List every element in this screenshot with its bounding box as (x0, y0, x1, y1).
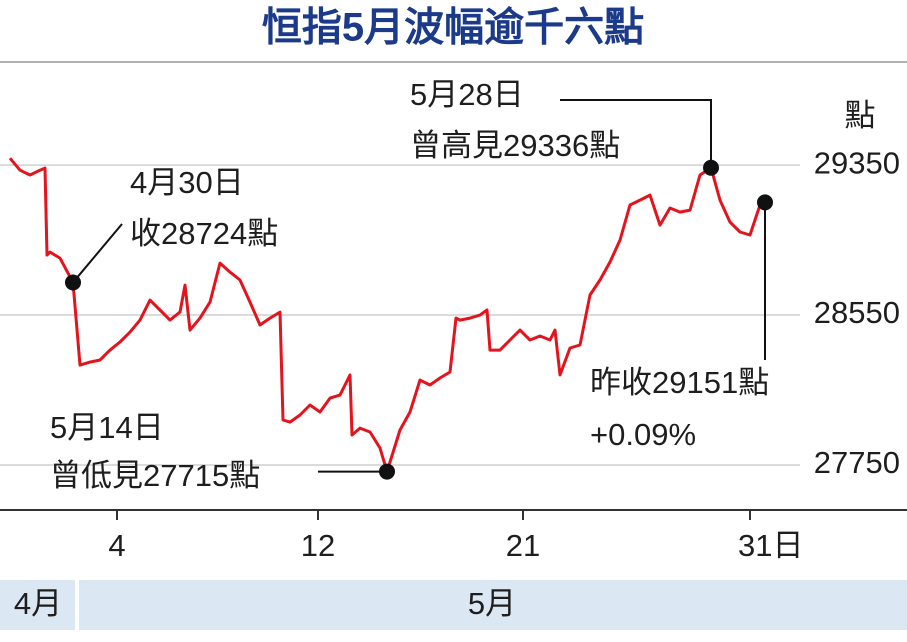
annotation: 曾低見27715點 (50, 458, 260, 493)
price-line (8, 157, 766, 474)
y-tick-label: 27750 (814, 445, 900, 480)
x-tick-label: 21 (506, 528, 540, 563)
y-tick-label: 28550 (814, 295, 900, 330)
y-unit: 點 (845, 98, 876, 133)
annotation: 收28724點 (130, 216, 278, 251)
annotation: 5月14日 (50, 410, 164, 445)
annotation: 4月30日 (130, 165, 244, 200)
annotation: 昨收29151點 (590, 365, 769, 400)
chart-title: 恒指5月波幅逾千六點 (262, 6, 644, 50)
y-tick-label: 29350 (814, 145, 900, 180)
annotation: +0.09% (590, 417, 696, 452)
point-marker (379, 463, 395, 480)
point-marker (65, 274, 81, 291)
month-label: 4月 (14, 586, 62, 621)
point-marker (703, 159, 719, 176)
annotation: 曾高見29336點 (410, 128, 620, 163)
point-marker (757, 194, 773, 211)
month-label: 5月 (468, 586, 516, 621)
x-tick-label: 12 (301, 528, 335, 563)
leader-line (72, 223, 123, 284)
annotation: 5月28日 (410, 77, 524, 112)
x-tick-label: 31日 (738, 528, 803, 563)
month-bar (0, 580, 907, 630)
leader-line (560, 99, 712, 168)
x-tick-label: 4 (108, 528, 125, 563)
